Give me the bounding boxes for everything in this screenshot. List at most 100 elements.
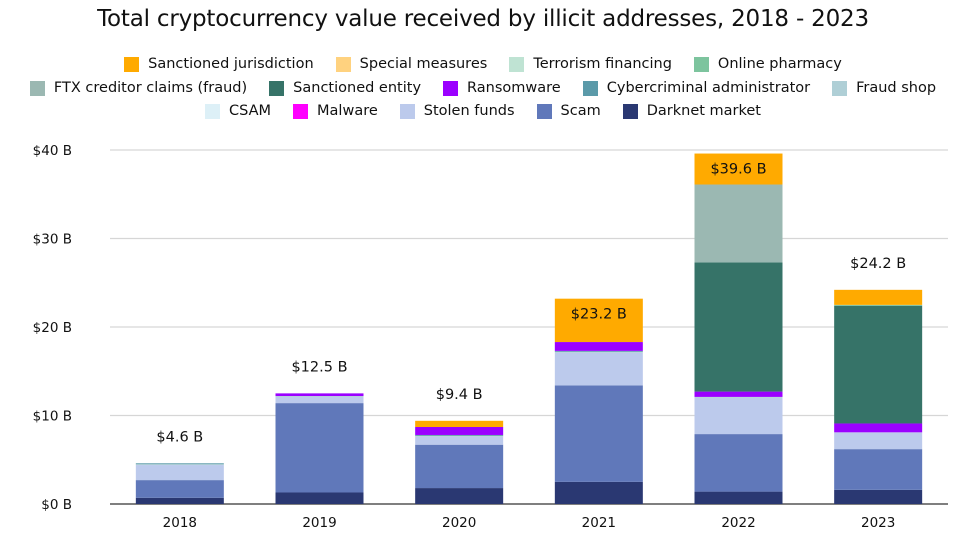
legend-label: Terrorism financing [533,56,672,72]
legend-swatch [622,103,638,119]
legend-label: Cybercriminal administrator [606,80,811,96]
bar-segment-darknet-market [834,489,923,504]
bar-segment-sanctioned-entity [834,305,923,424]
legend-row: Sanctioned jurisdiction Special measures T… [0,56,966,72]
legend-swatch [293,103,309,119]
total-label: $24.2 B [850,256,906,272]
x-tick-label: 2018 [163,515,197,531]
bar-segment-stolen-funds [694,397,783,435]
x-tick-label: 2022 [721,515,755,531]
bar-segment-darknet-market [554,481,643,504]
bar-segment-fraud-shop [694,396,783,398]
bar-segment-stolen-funds [554,352,643,386]
bar-segment-sanctioned-jurisdiction [415,420,504,428]
bar-segment-scam [694,434,783,492]
legend-swatch [124,56,140,72]
legend-swatch [509,56,525,72]
bar-segment-online-pharmacy [834,304,923,306]
legend-item-sanctioned-jurisdiction: Sanctioned jurisdiction [124,56,314,72]
bar-segment-sanctioned-entity [694,262,783,392]
y-tick-label: $0 B [41,497,72,513]
legend-swatch [693,56,709,72]
legend-swatch [29,80,45,96]
legend-item-ransomware: Ransomware [443,80,561,96]
legend-item-malware: Malware [293,103,378,119]
bar-segment-fraud-shop [415,435,504,437]
legend-swatch [582,80,598,96]
bar-segment-cybercriminal-administrator [415,434,504,436]
bar-segment-stolen-funds [834,432,923,450]
bar-segment-darknet-market [275,492,364,504]
x-tick-label: 2019 [302,515,336,531]
total-label: $39.6 B [710,162,766,178]
legend-item-ftx-creditor-claims-fraud: FTX creditor claims (fraud) [29,80,248,96]
bar-segment-sanctioned-jurisdiction [694,153,783,185]
bar-segment-fraud-shop [275,396,364,397]
bar-segment-cybercriminal-administrator [135,463,224,465]
bar-segment-ransomware [834,423,923,433]
total-label: $9.4 B [436,387,483,403]
legend-label: Special measures [359,56,488,72]
bar-segment-ransomware [694,391,783,397]
y-tick-label: $30 B [33,232,72,248]
legend-row: FTX creditor claims (fraud) Sanctioned en… [0,80,966,96]
bar-segment-sanctioned-jurisdiction [554,298,643,343]
bar-segment-ransomware [275,393,364,397]
legend-row: CSAM Malware Stolen funds Scam Darknet marke… [0,103,966,119]
bar-segment-darknet-market [694,491,783,504]
legend-label: Scam [560,103,601,119]
bar-segment-fraud-shop [554,351,643,353]
legend-label: Stolen funds [423,103,515,119]
legend-label: Fraud shop [856,80,937,96]
legend-item-darknet-market: Darknet market [622,103,761,119]
bar-segment-stolen-funds [415,436,504,445]
chart-title: Total cryptocurrency value received by i… [97,6,869,32]
legend-item-fraud-shop: Fraud shop [832,80,936,96]
bar-segment-ftx-creditor-claims-fraud [694,184,783,263]
total-label: $4.6 B [156,429,203,445]
bar-segment-cybercriminal-administrator [554,350,643,352]
legend-label: FTX creditor claims (fraud) [53,80,248,96]
legend-item-cybercriminal-administrator: Cybercriminal administrator [582,80,811,96]
legend-item-special-measures: Special measures [335,56,488,72]
bar-segment-ransomware [554,342,643,351]
total-label: $23.2 B [571,307,627,323]
bar-segment-stolen-funds [275,396,364,404]
bar-segment-stolen-funds [135,465,224,481]
bar-segment-darknet-market [135,497,224,504]
y-tick-label: $40 B [33,143,72,159]
bar-segment-scam [834,449,923,490]
y-tick-label: $10 B [33,409,72,425]
legend-item-online-pharmacy: Online pharmacy [693,56,842,72]
legend-item-scam: Scam [536,103,601,119]
legend-label: Malware [317,103,378,119]
legend-item-terrorism-financing: Terrorism financing [509,56,672,72]
legend-label: Ransomware [467,80,561,96]
legend-item-stolen-funds: Stolen funds [399,103,515,119]
x-tick-label: 2021 [582,515,616,531]
legend-label: Darknet market [646,103,761,119]
legend-item-sanctioned-entity: Sanctioned entity [269,80,421,96]
bar-segment-sanctioned-jurisdiction [834,289,923,305]
legend-swatch [335,56,351,72]
total-label: $12.5 B [291,359,347,375]
legend-swatch [832,80,848,96]
legend-swatch [269,80,285,96]
bar-segment-scam [554,385,643,482]
legend-label: Online pharmacy [717,56,842,72]
x-tick-label: 2023 [861,515,895,531]
legend-swatch [205,103,220,119]
legend-swatch [399,103,415,119]
y-tick-label: $20 B [33,320,72,336]
legend-label: Sanctioned jurisdiction [148,56,314,72]
legend-label: Sanctioned entity [293,80,422,96]
legend-swatch [536,103,552,119]
bar-segment-darknet-market [415,488,504,504]
bar-segment-fraud-shop [135,464,224,466]
legend-item-csam: CSAM [205,103,271,119]
legend-label: CSAM [229,103,272,119]
bar-segment-ransomware [415,427,504,435]
bar-segment-scam [135,480,224,498]
x-tick-label: 2020 [442,515,476,531]
